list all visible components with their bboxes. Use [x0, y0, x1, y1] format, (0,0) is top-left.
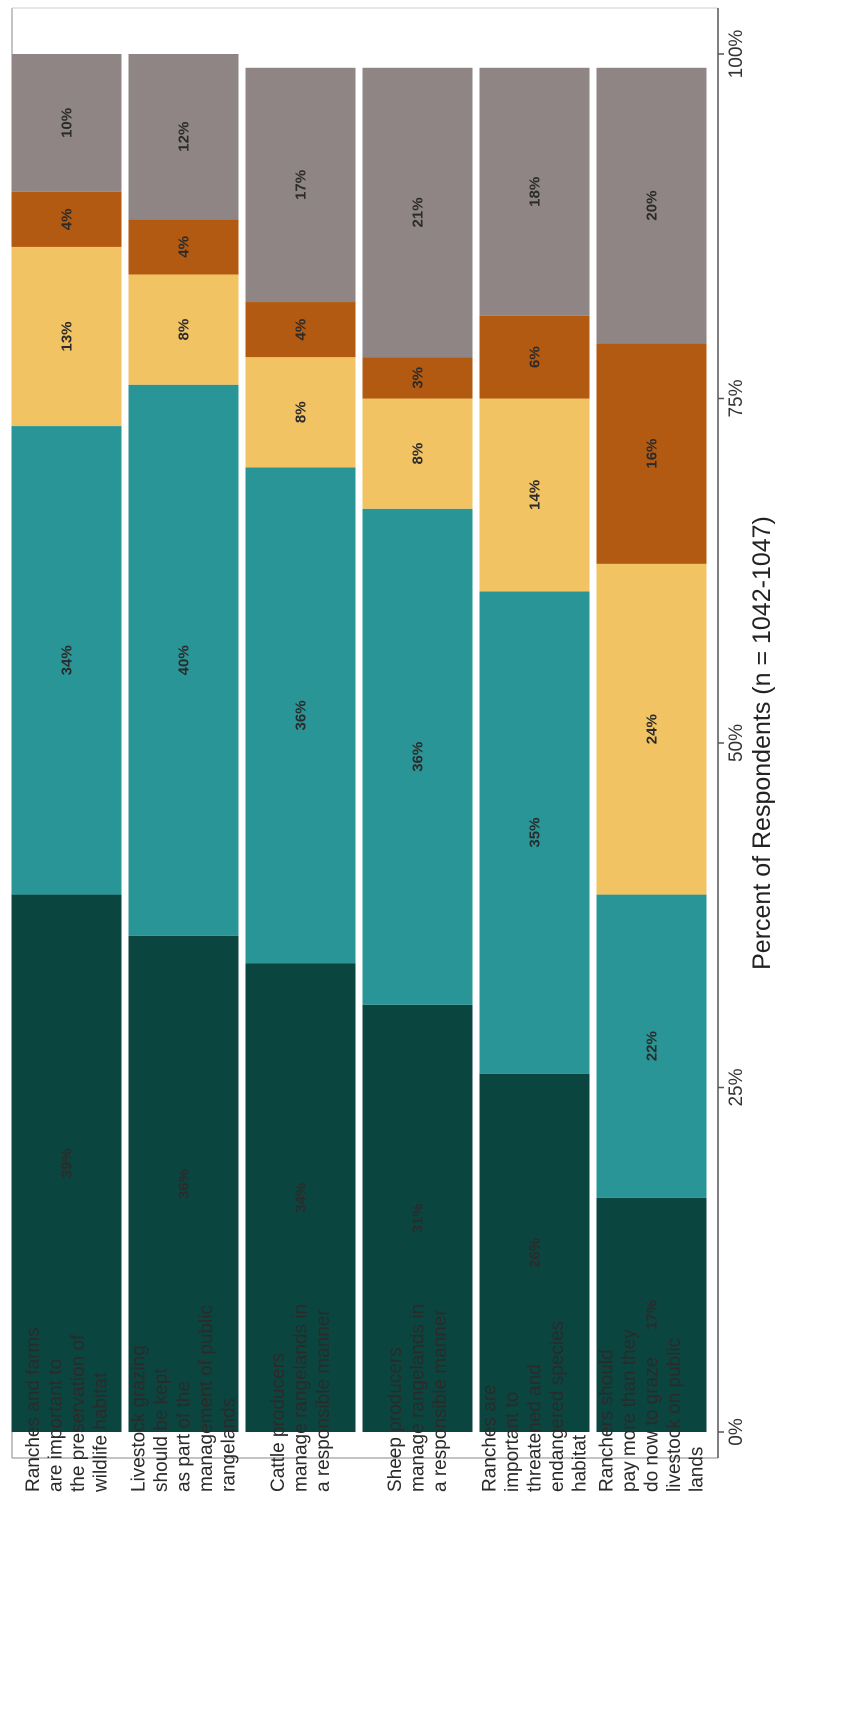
bar-value-label: 36% — [176, 1169, 193, 1199]
bar-value-label: 36% — [410, 742, 427, 772]
bar-segment — [128, 935, 239, 1432]
bar-segment — [362, 1004, 473, 1432]
bar-value-label: 40% — [176, 645, 193, 675]
x-tick-label: 0% — [726, 1418, 747, 1446]
bar-segment — [479, 591, 590, 1074]
bar-segment — [479, 398, 590, 592]
category-label-line: important to — [502, 1392, 523, 1492]
category-label-line: should be kept — [151, 1368, 172, 1492]
bar-segment — [362, 357, 473, 399]
category-label-line: endangered species — [547, 1321, 568, 1492]
bar-segment — [596, 1197, 707, 1432]
bar-value-label: 14% — [527, 480, 544, 510]
bar-value-label: 26% — [527, 1238, 544, 1268]
bar-value-label: 12% — [176, 122, 193, 152]
bar-segment — [596, 343, 707, 564]
category-label-line: Ranchers should — [597, 1349, 618, 1492]
bar-segment — [11, 246, 122, 427]
category-label-line: Cattle producers — [268, 1353, 289, 1492]
bar-segment — [479, 1073, 590, 1432]
x-tick-label: 25% — [726, 1068, 747, 1106]
bar-segment — [245, 357, 356, 468]
bar-value-label: 17% — [293, 170, 310, 200]
bar-segment — [11, 894, 122, 1432]
bar-segment — [128, 384, 239, 936]
bar-segment — [596, 67, 707, 344]
bar-segment — [11, 426, 122, 895]
category-label-line: rangelands — [219, 1398, 240, 1492]
bar-segment — [128, 274, 239, 385]
bar-value-label: 4% — [59, 209, 76, 231]
bar-segment — [479, 67, 590, 316]
bar-value-label: 34% — [59, 645, 76, 675]
bar-value-label: 31% — [410, 1203, 427, 1233]
bar-segment — [362, 398, 473, 509]
bar-value-label: 22% — [644, 1031, 661, 1061]
category-label-line: pay more than they — [619, 1329, 640, 1492]
x-tick-label: 50% — [726, 724, 747, 762]
category-label-line: livestock on public — [664, 1338, 685, 1492]
category-label-line: as part of the — [174, 1381, 195, 1492]
bar-value-label: 18% — [527, 177, 544, 207]
bar-value-label: 16% — [644, 439, 661, 469]
category-label-line: threatened and — [525, 1364, 546, 1492]
x-axis-title: Percent of Respondents (n = 1042-1047) — [748, 516, 776, 970]
bar-value-label: 8% — [176, 319, 193, 341]
bar-value-label: 10% — [59, 108, 76, 138]
bar-segment — [362, 67, 473, 358]
category-label-line: wildlife habitat — [90, 1372, 111, 1493]
category-label-line: the preservation of — [68, 1334, 89, 1492]
bar-value-label: 35% — [527, 818, 544, 848]
bar-value-label: 4% — [176, 236, 193, 258]
bar-segment — [245, 963, 356, 1432]
category-label-line: manage rangelands in — [408, 1304, 429, 1492]
bar-value-label: 3% — [410, 367, 427, 389]
bar-segment — [245, 302, 356, 358]
category-label-line: manage rangelands in — [291, 1304, 312, 1492]
category-label-line: lands — [687, 1447, 708, 1492]
bar-value-label: 17% — [644, 1300, 661, 1330]
bar-value-label: 39% — [59, 1148, 76, 1178]
bar-value-label: 4% — [293, 319, 310, 341]
category-label-line: management of public — [196, 1305, 217, 1492]
bar-value-label: 24% — [644, 714, 661, 744]
bar-segment — [245, 67, 356, 303]
bar-value-label: 8% — [293, 401, 310, 423]
category-label-line: Ranches and farms — [23, 1327, 44, 1492]
x-tick-label: 75% — [726, 379, 747, 417]
bar-segment — [596, 563, 707, 895]
category-label-line: Sheep producers — [385, 1347, 406, 1492]
category-label-line: Ranches are — [480, 1384, 501, 1492]
bar-segment — [362, 508, 473, 1005]
category-label-line: Livestock grazing — [129, 1345, 150, 1492]
bar-segment — [479, 315, 590, 399]
category-label-line: a responsible manner — [313, 1309, 334, 1492]
bar-value-label: 13% — [59, 321, 76, 351]
bar-value-label: 8% — [410, 443, 427, 465]
bar-value-label: 20% — [644, 191, 661, 221]
bar-segment — [245, 467, 356, 964]
bar-value-label: 6% — [527, 346, 544, 368]
bar-value-label: 36% — [293, 700, 310, 730]
bar-segment — [11, 191, 122, 247]
bar-segment — [596, 894, 707, 1198]
category-label-line: habitat — [570, 1434, 591, 1492]
category-label-line: a responsible manner — [430, 1309, 451, 1492]
x-tick-label: 100% — [726, 30, 747, 79]
bar-value-label: 34% — [293, 1183, 310, 1213]
bar-segment — [128, 219, 239, 275]
bar-segment — [128, 54, 239, 220]
category-label-line: are important to — [45, 1359, 66, 1492]
category-label-line: do now to graze — [642, 1357, 663, 1492]
bar-value-label: 21% — [410, 197, 427, 227]
bar-segment — [11, 54, 122, 192]
